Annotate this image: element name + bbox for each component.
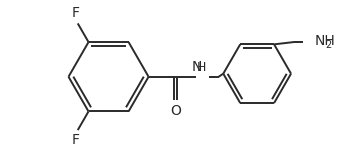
Text: O: O: [170, 104, 181, 118]
Text: F: F: [71, 6, 79, 20]
Text: H: H: [196, 61, 206, 74]
Text: 2: 2: [326, 40, 332, 50]
Text: N: N: [192, 60, 202, 74]
Text: F: F: [71, 133, 79, 147]
Text: NH: NH: [314, 34, 335, 48]
